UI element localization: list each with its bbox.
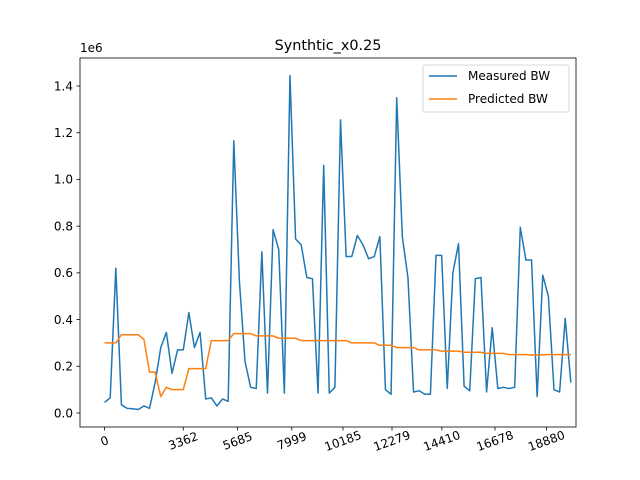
legend-label-predicted-bw: Predicted BW [468, 92, 548, 106]
chart-title: Synthtic_x0.25 [275, 38, 382, 54]
y-tick-label: 1.4 [54, 79, 73, 93]
y-tick-label: 0.2 [54, 360, 73, 374]
y-tick-label: 1.2 [54, 126, 73, 140]
y-tick-label: 0.6 [54, 266, 73, 280]
legend-label-measured-bw: Measured BW [468, 69, 550, 83]
series-line-measured-bw [104, 74, 572, 411]
plot-area [104, 74, 572, 411]
y-tick-label: 0.0 [54, 406, 73, 420]
x-tick-label: 0 [99, 433, 111, 449]
y-axis: 0.0 0.2 0.4 0.6 0.8 1.0 1.2 1.4 [54, 79, 80, 420]
plot-frame [79, 57, 577, 428]
legend-box [422, 64, 570, 113]
y-offset-label: 1e6 [80, 41, 103, 55]
y-tick-label: 0.8 [54, 219, 73, 233]
y-tick-label: 1.0 [54, 173, 73, 187]
legend: Measured BW Predicted BW [422, 64, 570, 113]
series-line-predicted-bw [104, 332, 571, 398]
y-tick-label: 0.4 [54, 313, 73, 327]
